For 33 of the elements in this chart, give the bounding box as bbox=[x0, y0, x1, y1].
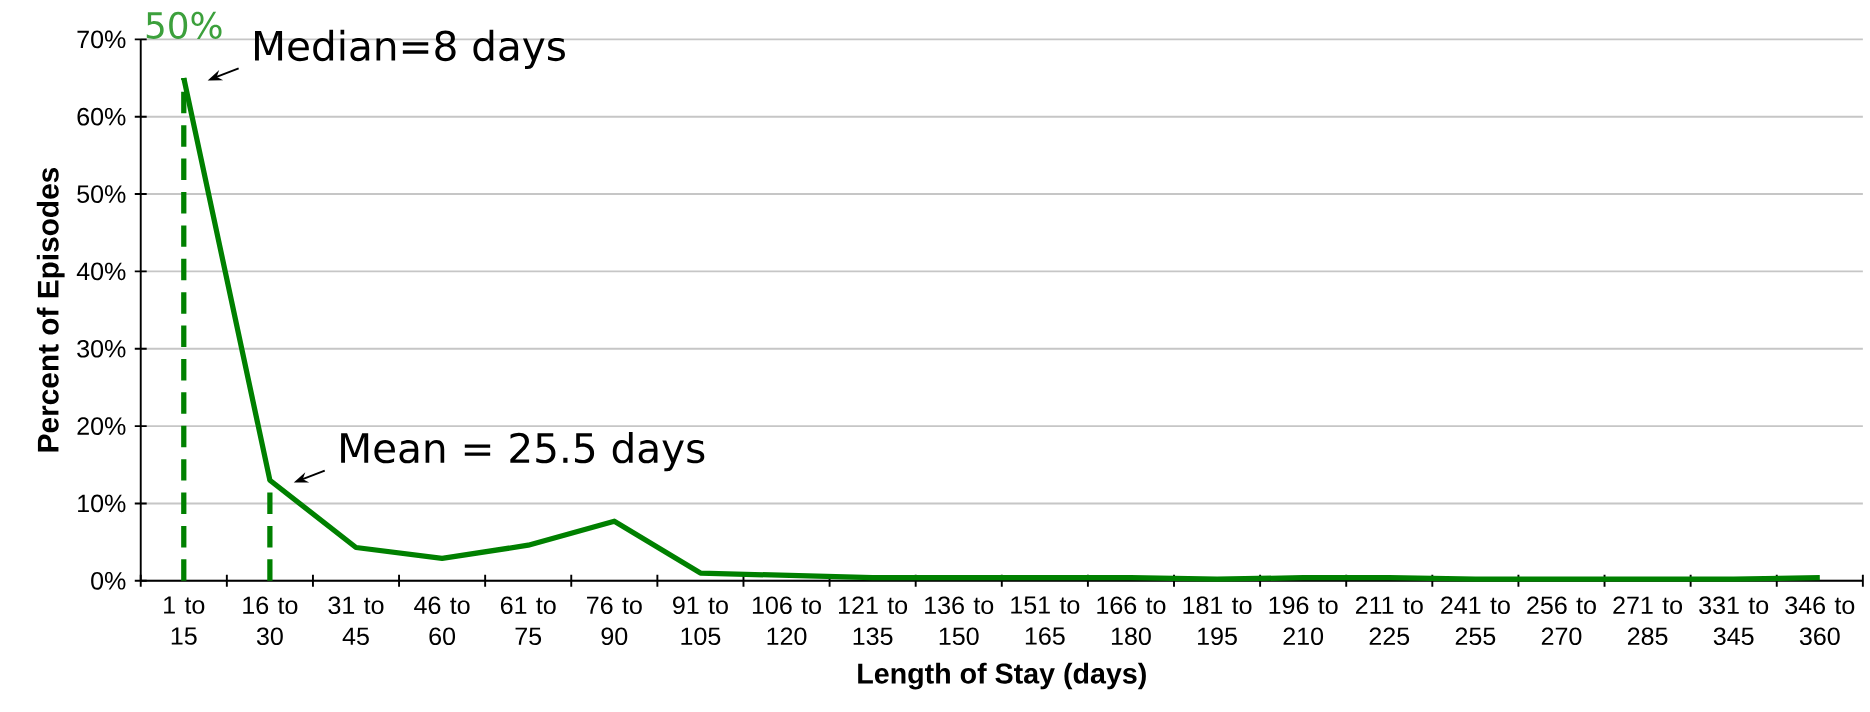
x-tick-label: 46 to 60 bbox=[414, 596, 470, 646]
y-tick-label: 20% bbox=[77, 417, 126, 435]
x-tick-label: 241 to 255 bbox=[1441, 596, 1510, 646]
x-tick-label: 106 to 120 bbox=[752, 596, 821, 646]
x-tick-label: 151 to 165 bbox=[1011, 596, 1080, 645]
x-tick-label: 121 to 135 bbox=[839, 596, 908, 646]
x-tick-label: 76 to 90 bbox=[587, 596, 642, 646]
x-axis-title: Length of Stay (days) bbox=[858, 662, 1146, 690]
x-tick-label: 31 to 45 bbox=[328, 596, 384, 646]
y-tick-label: 40% bbox=[76, 262, 126, 281]
annotation: Mean = 25.5 days bbox=[341, 431, 705, 472]
x-tick-label: 1 to 15 bbox=[164, 596, 205, 645]
y-tick-label: 10% bbox=[78, 494, 126, 513]
x-tick-label: 166 to 180 bbox=[1097, 596, 1166, 646]
y-tick-label: 30% bbox=[77, 339, 126, 358]
x-tick-label: 211 to 225 bbox=[1355, 596, 1423, 646]
x-tick-label: 61 to 75 bbox=[500, 596, 556, 646]
y-tick-label: 0% bbox=[91, 571, 126, 590]
x-tick-label: 196 to 210 bbox=[1269, 596, 1338, 646]
x-tick-label: 181 to 195 bbox=[1183, 596, 1252, 646]
text: 50% bbox=[146, 11, 222, 39]
y-tick-label: 70% bbox=[77, 30, 126, 49]
x-tick-label: 271 to 285 bbox=[1613, 596, 1683, 646]
x-tick-label: 16 to 30 bbox=[243, 596, 298, 646]
x-tick-label: 91 to 105 bbox=[673, 596, 728, 646]
annotation: Median=8 days bbox=[255, 29, 565, 70]
x-tick-label: 346 to 360 bbox=[1785, 596, 1855, 646]
y-tick-label: 50% bbox=[77, 185, 126, 203]
y-axis-title: Percent of Episodes bbox=[36, 167, 65, 452]
y-tick-label: 60% bbox=[77, 107, 126, 126]
x-tick-label: 256 to 270 bbox=[1527, 596, 1596, 646]
x-tick-label: 331 to 345 bbox=[1699, 596, 1769, 646]
x-tick-label: 136 to 150 bbox=[925, 596, 994, 646]
